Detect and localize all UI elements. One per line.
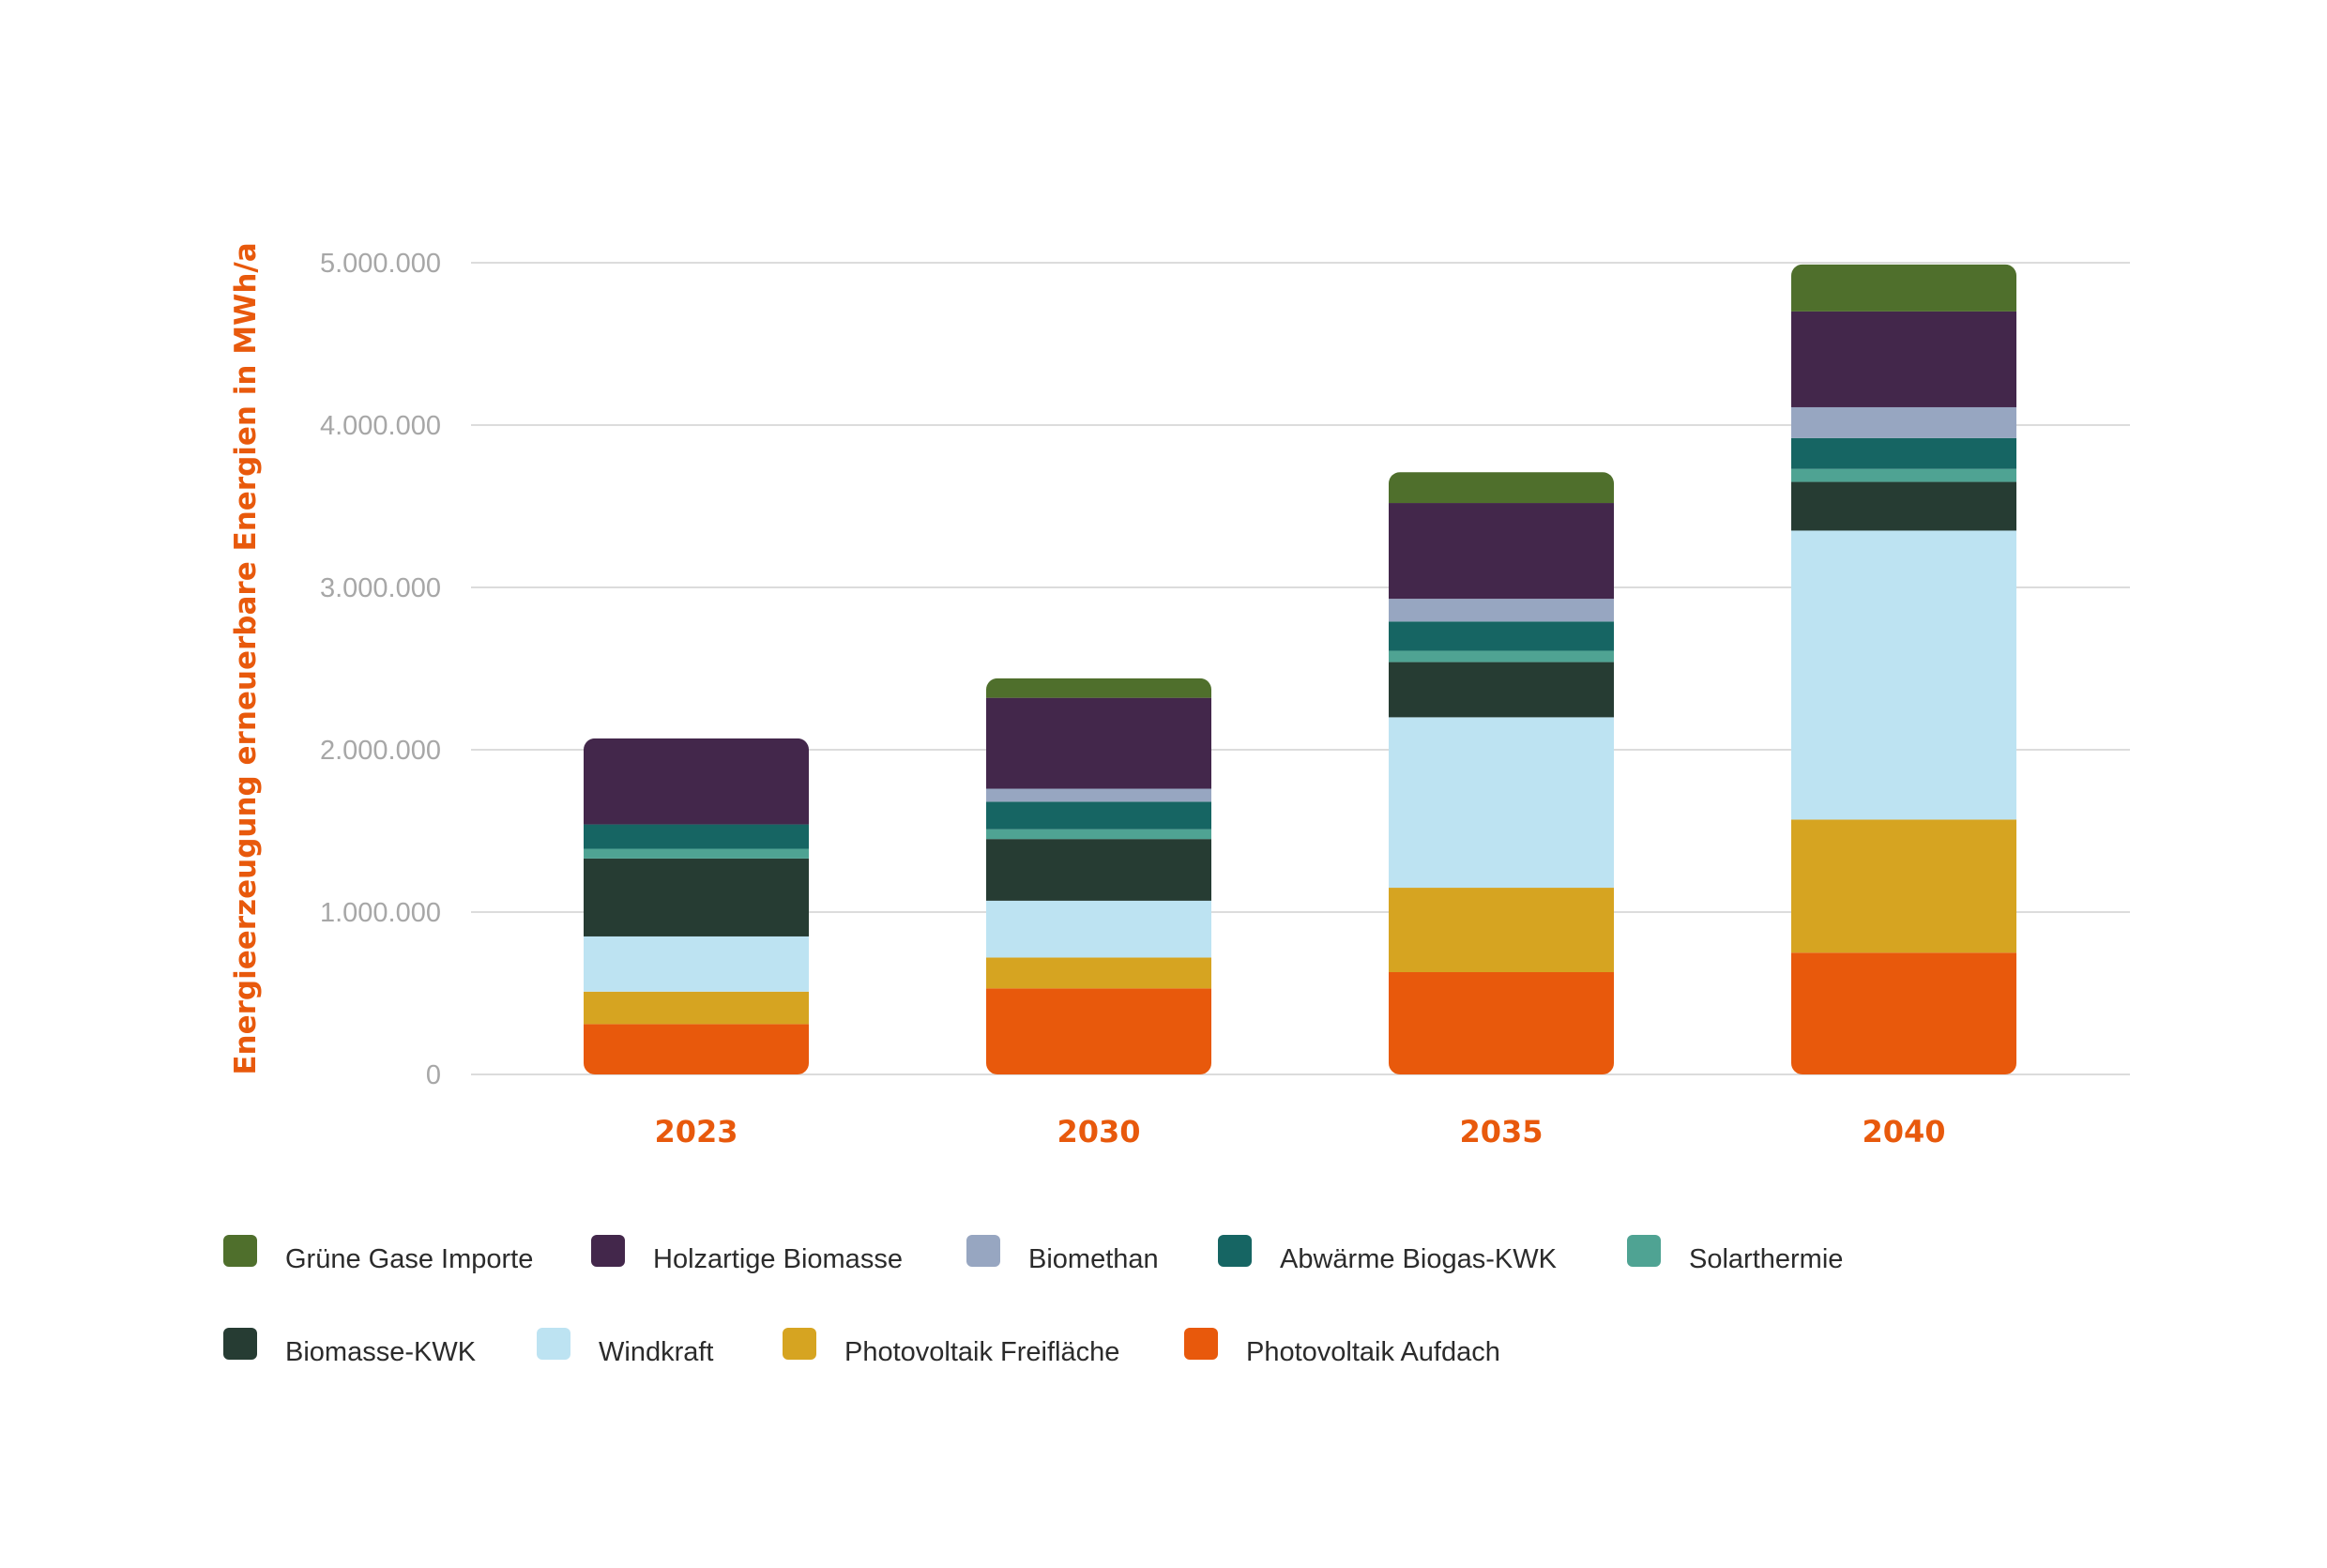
y-tick-label: 1.000.000	[320, 898, 441, 928]
x-tick-label: 2035	[1459, 1114, 1543, 1149]
bar-segment	[584, 1024, 809, 1074]
legend-item: Holzartige Biomasse	[591, 1235, 903, 1274]
bar-segment	[986, 839, 1211, 901]
legend-label: Windkraft	[599, 1337, 713, 1367]
legend-item: Grüne Gase Importe	[223, 1235, 533, 1274]
legend-label: Solarthermie	[1689, 1244, 1843, 1274]
legend-label: Abwärme Biogas-KWK	[1280, 1244, 1558, 1274]
bar-segment	[986, 988, 1211, 1074]
bar-segment	[584, 991, 809, 1025]
legend-swatch	[966, 1235, 1000, 1267]
bar-segment	[986, 900, 1211, 958]
y-tick-label: 0	[426, 1060, 441, 1090]
legend-item: Biomethan	[966, 1235, 1159, 1274]
bar-segment	[1389, 888, 1614, 973]
bar-segment	[986, 829, 1211, 840]
bar-segment	[1389, 650, 1614, 662]
bar-segment	[1791, 530, 2016, 820]
bar-stack-2040	[1791, 264, 2016, 1074]
bar-segment	[1791, 406, 2016, 438]
y-tick-label: 4.000.000	[320, 411, 441, 441]
legend-swatch	[223, 1235, 257, 1267]
legend-label: Grüne Gase Importe	[285, 1244, 533, 1274]
y-axis-title: Energieerzeugung erneuerbare Energien in…	[229, 242, 263, 1074]
bar-stack-2023	[584, 738, 809, 1074]
bar-segment	[1791, 264, 2016, 312]
legend-item: Photovoltaik Freifläche	[783, 1328, 1119, 1367]
legend-label: Holzartige Biomasse	[653, 1244, 903, 1274]
legend-swatch	[1218, 1235, 1252, 1267]
bar-segment	[1389, 717, 1614, 889]
bar-stack-2035	[1389, 472, 1614, 1074]
legend-label: Biomasse-KWK	[285, 1337, 477, 1367]
legend: Grüne Gase Importe Holzartige Biomasse Bio…	[223, 1235, 1843, 1367]
bar-segment	[1791, 311, 2016, 407]
bar-segment	[1389, 621, 1614, 651]
bar-segment	[1389, 662, 1614, 718]
x-axis-labels: 2023 2030 2035 2040	[654, 1114, 1945, 1149]
bar-segment	[986, 801, 1211, 830]
bar-segment	[986, 788, 1211, 802]
bar-segment	[1791, 468, 2016, 482]
bar-segment	[1389, 503, 1614, 600]
legend-item: Windkraft	[537, 1328, 713, 1367]
bar-segment	[1791, 481, 2016, 531]
bar-segment	[986, 697, 1211, 789]
legend-swatch	[783, 1328, 816, 1360]
legend-label: Photovoltaik Freifläche	[844, 1337, 1119, 1367]
bar-segment	[1389, 972, 1614, 1074]
y-tick-label: 2.000.000	[320, 736, 441, 766]
legend-swatch	[223, 1328, 257, 1360]
y-axis-ticks: 0 1.000.000 2.000.000 3.000.000 4.000.000 5.0…	[320, 249, 441, 1090]
bar-segment	[584, 936, 809, 992]
bar-segment	[584, 824, 809, 849]
bar-segment	[1389, 599, 1614, 622]
bar-segment	[584, 858, 809, 936]
legend-swatch	[1184, 1328, 1218, 1360]
legend-item: Biomasse-KWK	[223, 1328, 477, 1367]
bar-segment	[986, 677, 1211, 698]
bar-segment	[1791, 437, 2016, 469]
legend-label: Photovoltaik Aufdach	[1246, 1337, 1500, 1367]
legend-item: Solarthermie	[1627, 1235, 1843, 1274]
legend-swatch	[537, 1328, 570, 1360]
bar-segment	[584, 848, 809, 859]
bar-segment	[584, 738, 809, 825]
y-tick-label: 3.000.000	[320, 573, 441, 603]
bar-segment	[986, 957, 1211, 989]
bar-segment	[1791, 952, 2016, 1074]
x-tick-label: 2023	[654, 1114, 738, 1149]
bar-stack-2030	[986, 677, 1211, 1074]
legend-swatch	[591, 1235, 625, 1267]
legend-swatch	[1627, 1235, 1661, 1267]
x-tick-label: 2030	[1057, 1114, 1140, 1149]
x-tick-label: 2040	[1862, 1114, 1945, 1149]
bars	[584, 264, 2016, 1074]
y-tick-label: 5.000.000	[320, 249, 441, 279]
bar-segment	[1389, 472, 1614, 504]
legend-item: Photovoltaik Aufdach	[1184, 1328, 1500, 1367]
bar-segment	[1791, 819, 2016, 953]
legend-item: Abwärme Biogas-KWK	[1218, 1235, 1558, 1274]
legend-label: Biomethan	[1028, 1244, 1159, 1274]
